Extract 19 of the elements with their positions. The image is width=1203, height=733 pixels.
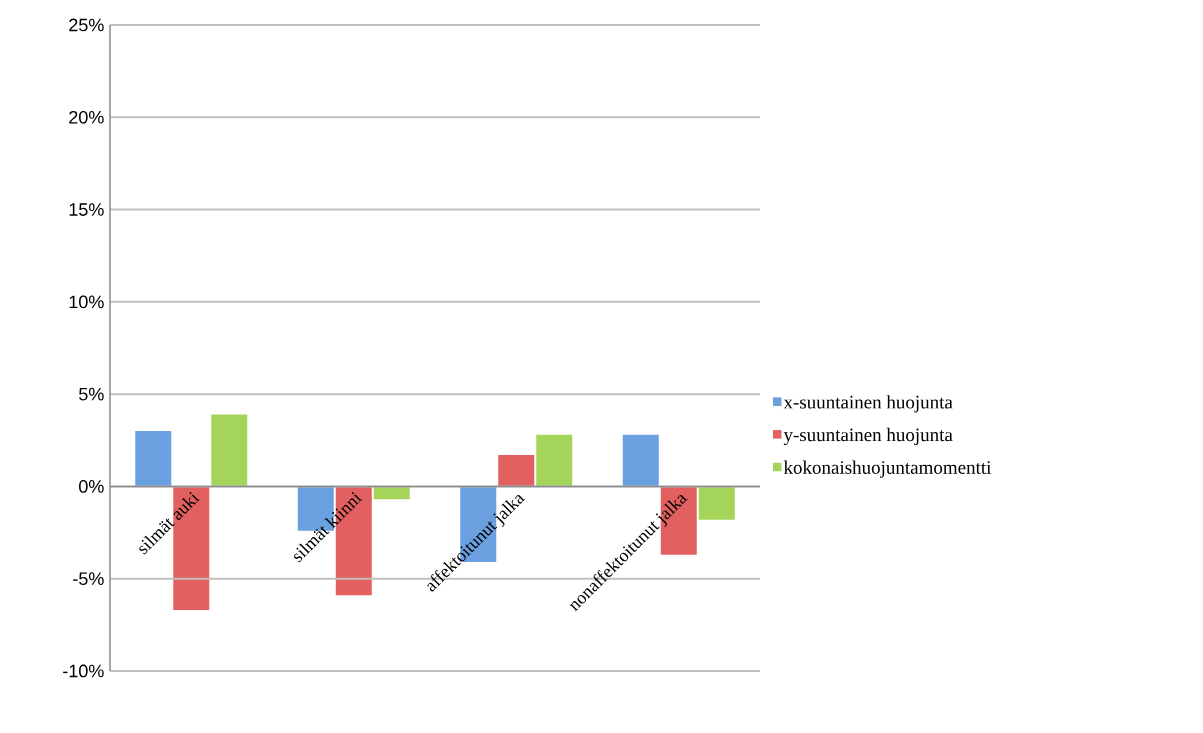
bar bbox=[622, 434, 659, 487]
y-tick-label: 20% bbox=[69, 110, 104, 124]
legend-label: x-suuntainen huojunta bbox=[783, 395, 953, 413]
y-tick-label: 0% bbox=[79, 480, 104, 493]
y-tick-label: -10% bbox=[63, 664, 104, 678]
y-tick-label: 10% bbox=[69, 295, 104, 309]
y-tick-label: 15% bbox=[69, 203, 104, 216]
bar bbox=[211, 414, 248, 487]
bar bbox=[498, 455, 535, 487]
legend-label: y-suuntainen huojunta bbox=[783, 427, 953, 446]
bar bbox=[173, 486, 210, 611]
bar bbox=[698, 486, 735, 520]
bar bbox=[373, 486, 410, 500]
y-tick-label: -5% bbox=[73, 572, 104, 586]
y-tick-label: 25% bbox=[69, 18, 104, 32]
legend-label: kokonaishuojuntamomentti bbox=[783, 460, 992, 478]
bar bbox=[536, 434, 573, 487]
y-tick-label: 5% bbox=[79, 387, 104, 401]
bar bbox=[135, 431, 172, 487]
